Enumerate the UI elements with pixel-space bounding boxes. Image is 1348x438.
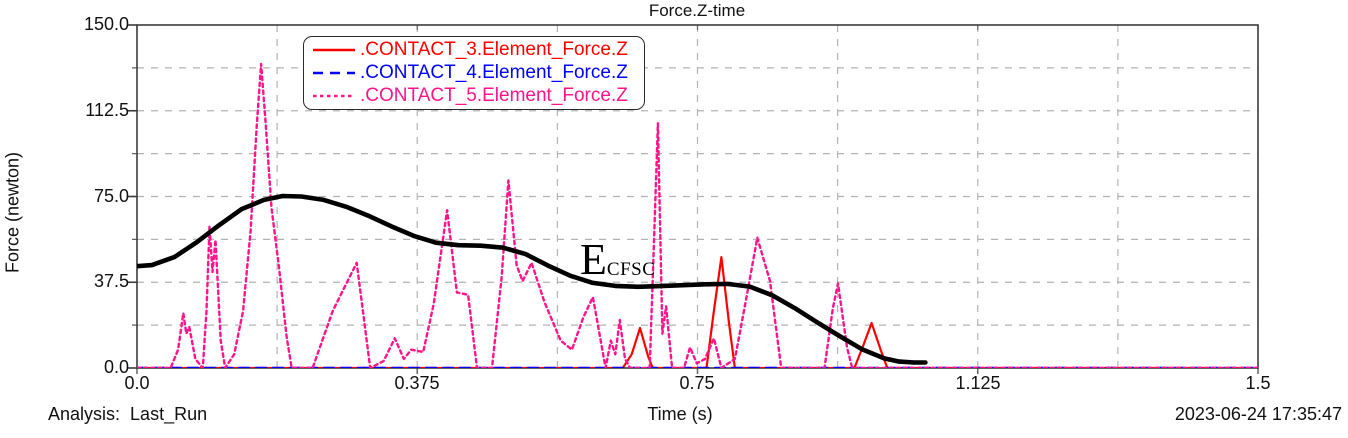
curve-contact-5-element-force-z[interactable]	[137, 62, 1258, 368]
y-tick-label: 112.5	[85, 100, 129, 120]
x-tick-label: 1.125	[955, 373, 1001, 393]
analysis-value: Last_Run	[130, 404, 208, 424]
legend-line-solid-icon	[313, 49, 355, 52]
y-tick-label: 150.0	[83, 14, 129, 34]
curve-contact-3-element-force-z[interactable]	[137, 256, 1258, 368]
footer-timestamp: 2023-06-24 17:35:47	[1174, 404, 1342, 424]
y-tick-label: 0.0	[103, 357, 129, 377]
legend-item-contact5: .CONTACT_5.Element_Force.Z	[310, 84, 638, 107]
legend-line-dashed-icon	[313, 71, 355, 75]
legend-box: .CONTACT_3.Element_Force.Z .CONTACT_4.El…	[303, 36, 645, 110]
annotation-ecfsc: ECFSC	[580, 238, 655, 282]
legend-line-dotted-icon	[313, 94, 355, 97]
y-axis-title: Force (newton)	[2, 151, 23, 274]
legend-item-label: .CONTACT_5.Element_Force.Z	[360, 84, 628, 106]
annotation-sub: CFSC	[606, 259, 656, 280]
chart-title: Force.Z-time	[648, 1, 746, 20]
analysis-label: Analysis:	[48, 404, 121, 424]
legend-item-contact3: .CONTACT_3.Element_Force.Z	[310, 39, 638, 62]
x-tick-label: 0.0	[124, 373, 150, 393]
footer-xlabel: Time (s)	[647, 404, 713, 424]
legend-item-label: .CONTACT_3.Element_Force.Z	[360, 39, 628, 61]
annotation-main: E	[580, 235, 607, 284]
y-tick-label: 37.5	[93, 271, 129, 291]
y-tick-label: 75.0	[93, 186, 129, 206]
x-tick-label: 0.375	[394, 373, 440, 393]
x-tick-label: 0.75	[679, 373, 715, 393]
legend-item-contact4: .CONTACT_4.Element_Force.Z	[310, 62, 638, 85]
footer-analysis: Analysis: Last_Run	[48, 404, 207, 425]
legend-item-label: .CONTACT_4.Element_Force.Z	[360, 62, 628, 83]
x-tick-label: 1.5	[1245, 373, 1271, 393]
curve-e-cfsc-envelope[interactable]	[137, 193, 928, 365]
